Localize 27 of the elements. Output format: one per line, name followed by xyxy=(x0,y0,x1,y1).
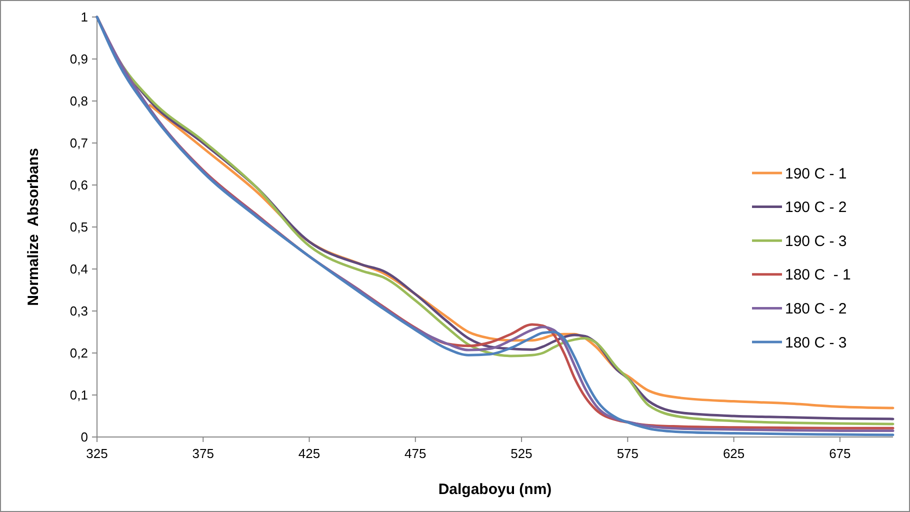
y-tick-label: 0,9 xyxy=(70,52,88,67)
legend-label: 180 C - 2 xyxy=(785,300,847,318)
legend-label: 180 C - 1 xyxy=(785,266,851,284)
x-tick-label: 475 xyxy=(404,446,426,461)
legend-label: 180 C - 3 xyxy=(785,334,847,352)
y-tick-label: 0,4 xyxy=(70,262,88,277)
y-tick-label: 0,2 xyxy=(70,346,88,361)
y-tick-label: 0,5 xyxy=(70,220,88,235)
y-axis-title: Normalize Absorbans xyxy=(25,148,42,306)
legend-label: 190 C - 1 xyxy=(785,165,847,182)
y-tick-label: 0,7 xyxy=(70,136,88,151)
legend-label: 190 C - 2 xyxy=(785,199,847,216)
x-tick-label: 375 xyxy=(192,446,214,461)
y-tick-label: 0,3 xyxy=(70,304,88,319)
x-tick-label: 675 xyxy=(829,446,851,461)
legend-label: 190 C - 3 xyxy=(785,232,847,250)
y-tick-label: 0,8 xyxy=(70,94,88,109)
x-tick-label: 625 xyxy=(722,446,745,461)
x-tick-label: 325 xyxy=(86,446,108,461)
x-tick-label: 575 xyxy=(616,446,639,461)
y-tick-label: 0,1 xyxy=(70,388,88,403)
y-tick-label: 1 xyxy=(80,10,88,25)
x-tick-label: 525 xyxy=(510,446,532,461)
y-tick-label: 0,6 xyxy=(70,178,88,193)
x-tick-label: 425 xyxy=(298,446,320,461)
y-tick-label: 0 xyxy=(80,430,88,445)
x-axis-title: Dalgaboyu (nm) xyxy=(438,481,552,498)
